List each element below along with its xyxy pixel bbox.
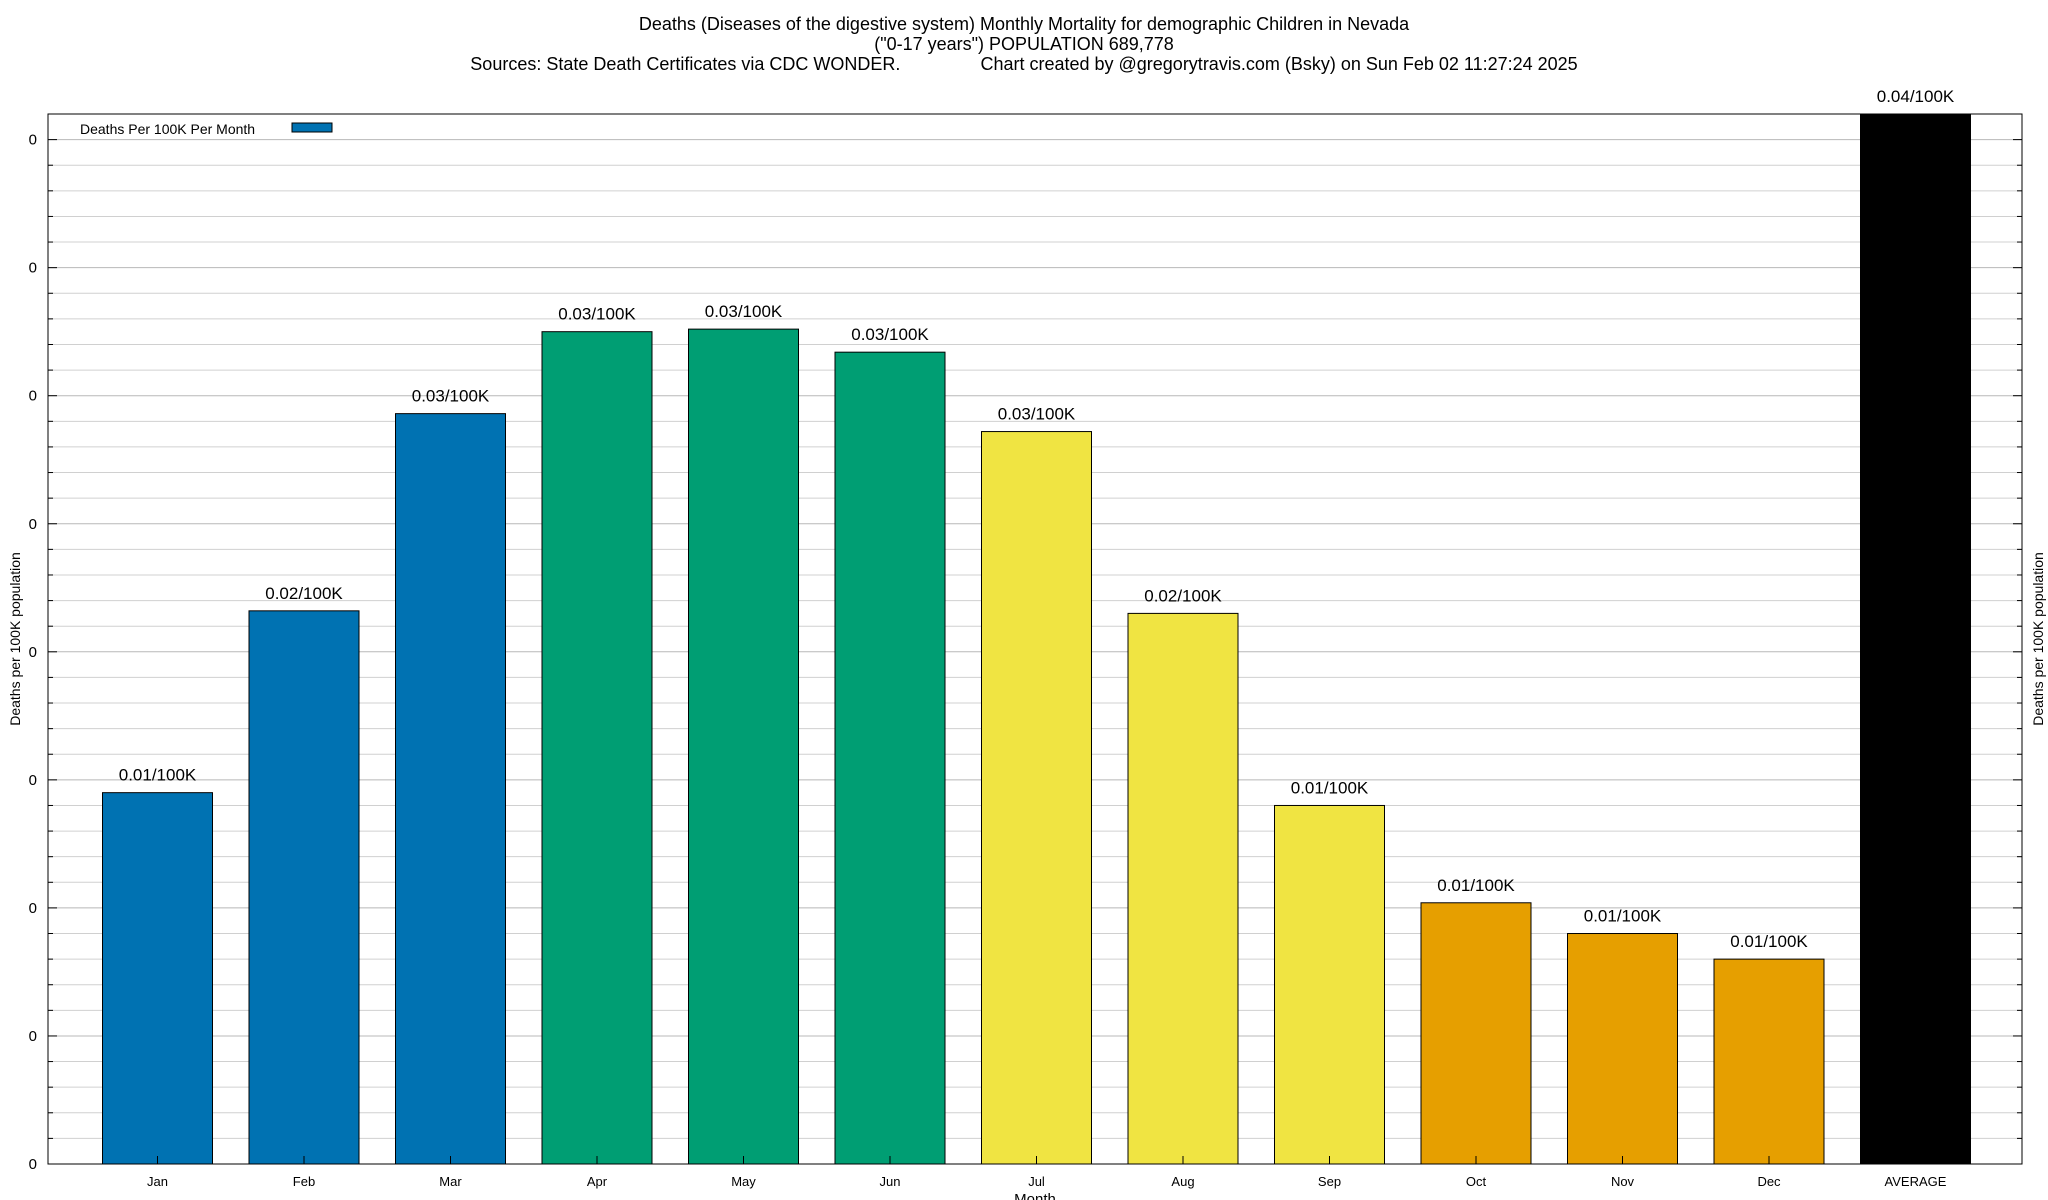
bar-aug: [1127, 612, 1239, 1165]
bar-nov: [1567, 933, 1678, 1165]
y-ticks-layer: 0 0 0 0 0 0 0 0 0: [29, 132, 2022, 1173]
data-label-apr: 0.03/100K: [558, 305, 636, 324]
data-label-may: 0.03/100K: [705, 302, 783, 321]
y-tick-label: 0: [29, 516, 37, 533]
chart-title-line-3: Sources: State Death Certificates via CD…: [470, 54, 1577, 74]
data-label-mar: 0.03/100K: [412, 387, 490, 406]
y-tick-label: 0: [29, 388, 37, 405]
x-tick-label-aug: Aug: [1171, 1174, 1194, 1189]
y-axis-label-right: Deaths per 100K population: [2030, 552, 2046, 726]
x-ticks-layer: Jan Feb Mar Apr May Jun Jul Aug Sep Oct Nov Dec AVER…: [147, 1156, 1947, 1189]
data-label-jun: 0.03/100K: [851, 325, 929, 344]
y-tick-label: 0: [29, 260, 37, 277]
x-tick-label-nov: Nov: [1611, 1174, 1635, 1189]
bar-jul: [981, 431, 1092, 1165]
x-tick-label-sep: Sep: [1318, 1174, 1341, 1189]
bar-oct: [1420, 902, 1532, 1165]
x-tick-label-feb: Feb: [293, 1174, 315, 1189]
x-tick-label-mar: Mar: [439, 1174, 462, 1189]
data-label-nov: 0.01/100K: [1584, 907, 1662, 926]
plot-frame: [47, 113, 2023, 1165]
data-label-average: 0.04/100K: [1877, 87, 1955, 106]
x-tick-label-apr: Apr: [587, 1174, 608, 1189]
legend-label: Deaths Per 100K Per Month: [80, 121, 255, 137]
y-tick-label: 0: [29, 1156, 37, 1173]
data-label-aug: 0.02/100K: [1144, 586, 1222, 605]
legend: Deaths Per 100K Per Month: [80, 121, 333, 137]
legend-swatch: [291, 122, 333, 133]
x-tick-label-dec: Dec: [1757, 1174, 1781, 1189]
data-label-jul: 0.03/100K: [998, 405, 1076, 424]
x-tick-label-jan: Jan: [147, 1174, 168, 1189]
y-tick-label: 0: [29, 900, 37, 917]
bar-mar: [395, 413, 506, 1165]
x-axis-label: Month: [1014, 1191, 1056, 1200]
y-axis-label-left: Deaths per 100K population: [7, 552, 23, 726]
chart-title-line-2: ("0-17 years") POPULATION 689,778: [874, 34, 1174, 54]
bar-may: [688, 328, 799, 1165]
bar-dec: [1713, 958, 1825, 1165]
y-tick-label: 0: [29, 1028, 37, 1045]
bars-layer: [102, 113, 1971, 1165]
x-tick-label-jun: Jun: [880, 1174, 901, 1189]
bar-jun: [834, 351, 946, 1165]
x-tick-label-average: AVERAGE: [1885, 1174, 1947, 1189]
y-tick-label: 0: [29, 644, 37, 661]
data-label-oct: 0.01/100K: [1437, 876, 1515, 895]
bar-average: [1860, 113, 1971, 1165]
bar-feb: [248, 610, 360, 1165]
data-label-jan: 0.01/100K: [119, 766, 197, 785]
bar-sep: [1274, 804, 1385, 1165]
data-label-sep: 0.01/100K: [1291, 778, 1369, 797]
data-labels-layer: 0.01/100K 0.02/100K 0.03/100K 0.03/100K 0.03…: [119, 87, 1955, 951]
y-tick-label: 0: [29, 132, 37, 149]
x-tick-label-oct: Oct: [1466, 1174, 1487, 1189]
y-tick-label: 0: [29, 772, 37, 789]
chart-title-line-1: Deaths (Diseases of the digestive system…: [639, 14, 1410, 34]
data-label-feb: 0.02/100K: [265, 584, 343, 603]
x-tick-label-may: May: [731, 1174, 756, 1189]
data-label-dec: 0.01/100K: [1730, 932, 1808, 951]
bar-apr: [541, 331, 653, 1165]
x-tick-label-jul: Jul: [1028, 1174, 1045, 1189]
bar-jan: [102, 792, 213, 1165]
